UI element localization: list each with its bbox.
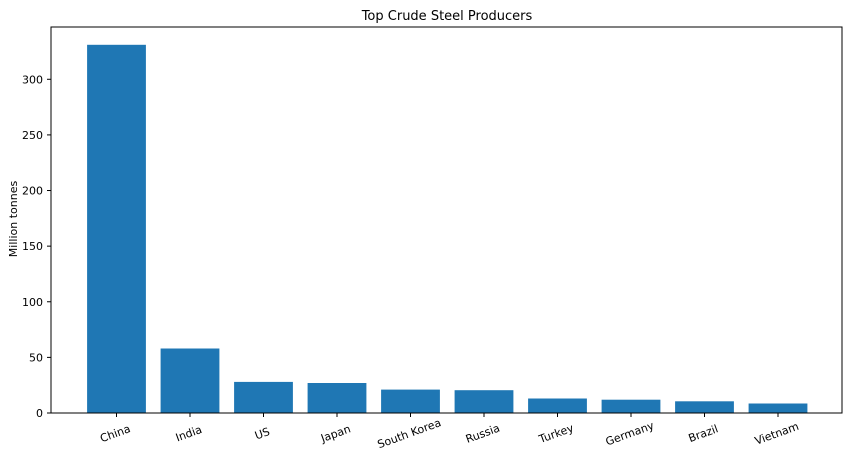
x-tick-label: China <box>98 422 132 445</box>
x-tick-label: US <box>253 425 272 442</box>
bar-us <box>234 381 293 413</box>
x-tick-label: Vietnam <box>753 420 801 448</box>
y-tick-label: 250 <box>22 129 43 142</box>
bar-germany <box>601 399 661 413</box>
x-tick-label: South Korea <box>376 416 443 451</box>
x-tick-label: Japan <box>318 422 352 445</box>
y-tick-label: 100 <box>22 296 43 309</box>
y-ticks-group: 0 50 100 150 200 250 300 <box>22 73 51 420</box>
bar-india <box>160 348 220 413</box>
x-tick-label: Turkey <box>536 421 575 446</box>
bar-brazil <box>675 401 734 413</box>
bar-turkey <box>528 398 587 413</box>
plot-frame <box>50 26 843 414</box>
x-tick-label: India <box>174 423 204 444</box>
chart-title: Top Crude Steel Producers <box>361 9 533 24</box>
bars-group <box>87 44 808 414</box>
bar-china <box>87 44 146 414</box>
y-tick-label: 150 <box>22 240 43 253</box>
y-tick-label: 300 <box>22 73 43 86</box>
x-ticks-group: China India US Japan South Korea Russia Turkey… <box>98 413 801 451</box>
x-tick-label: Germany <box>604 419 656 449</box>
x-tick-label: Russia <box>464 422 502 446</box>
y-tick-label: 200 <box>22 185 43 198</box>
x-tick-label: Brazil <box>687 422 720 445</box>
bar-vietnam <box>748 403 808 413</box>
y-tick-label: 0 <box>36 407 43 420</box>
bar-russia <box>454 390 514 413</box>
bar-japan <box>307 383 367 413</box>
bar-south-korea <box>381 389 440 413</box>
y-tick-label: 50 <box>29 351 43 364</box>
y-axis-label: Million tonnes <box>7 181 20 258</box>
